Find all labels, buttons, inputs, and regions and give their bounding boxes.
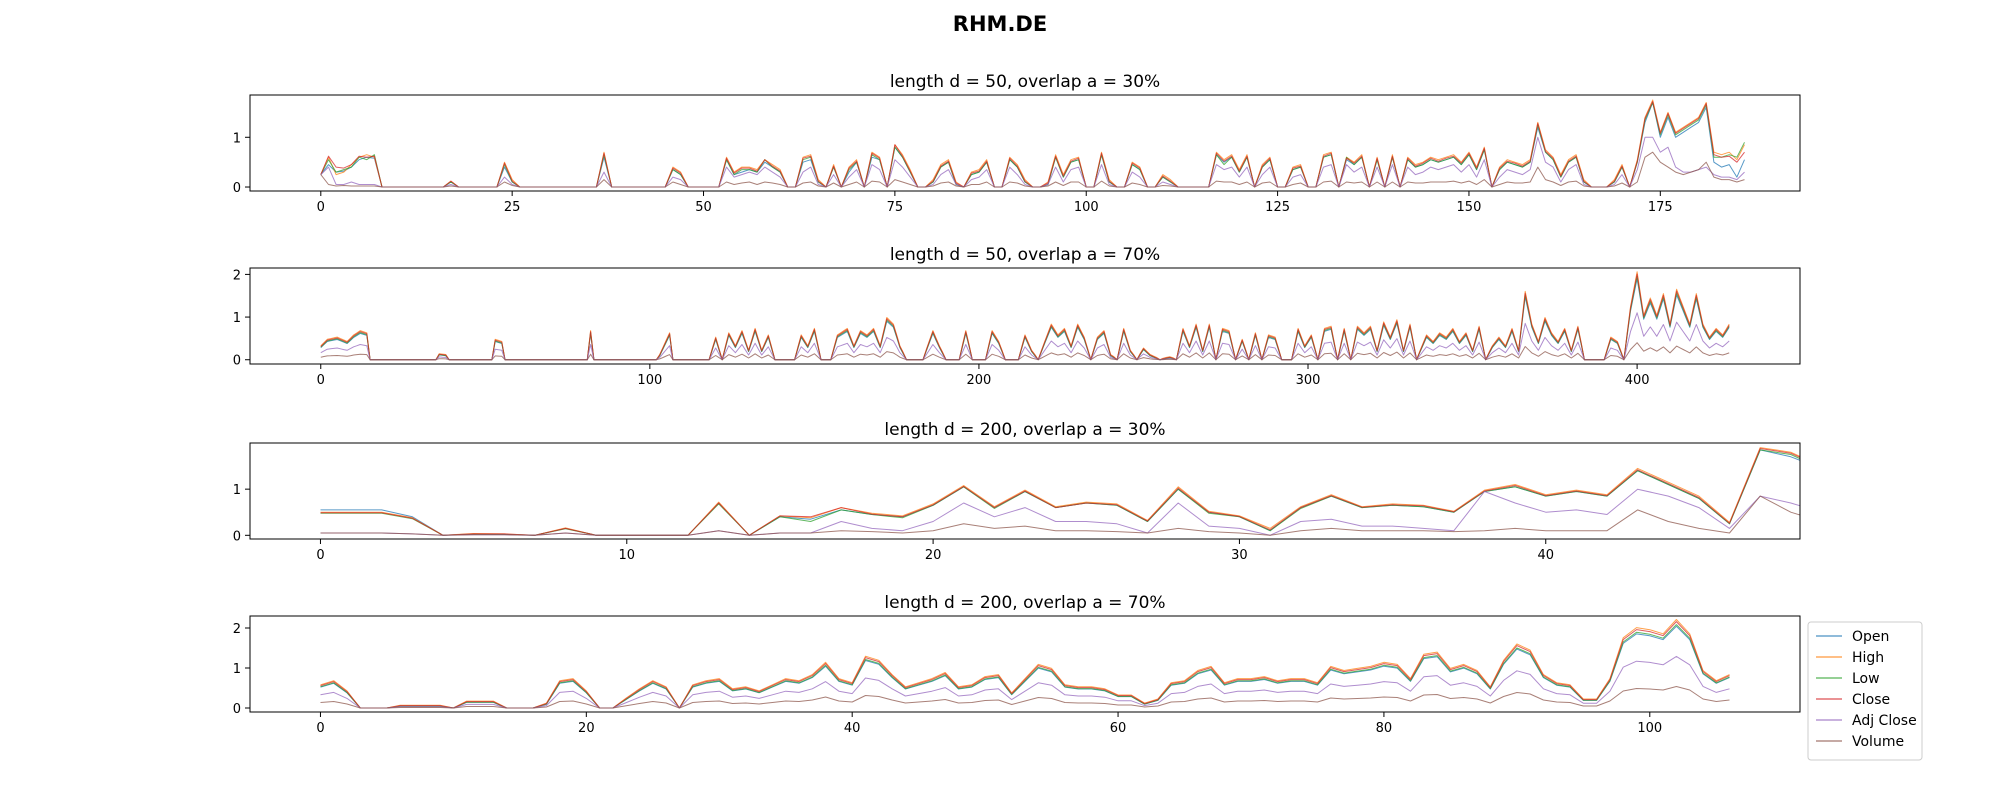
x-tick-label: 200 — [967, 373, 992, 388]
y-tick-label: 0 — [233, 354, 241, 369]
axes-frame — [249, 94, 1801, 192]
legend-label: Close — [1852, 692, 1890, 708]
x-tick-label: 0 — [316, 548, 324, 563]
x-tick-label: 80 — [1376, 721, 1393, 736]
subplot-3: length d = 200, overlap a = 30%0 10 20 30 40… — [233, 420, 1801, 563]
series-line-close — [320, 621, 1730, 709]
x-tick-label: 25 — [504, 200, 521, 215]
series-group — [320, 271, 1730, 361]
legend-label: Volume — [1852, 734, 1904, 750]
y-tick-label: 1 — [233, 483, 241, 498]
x-tick-label: 300 — [1296, 373, 1321, 388]
x-tick-label: 0 — [316, 721, 324, 736]
y-tick-label: 1 — [233, 311, 241, 326]
series-group — [320, 99, 1745, 188]
x-tick-label: 100 — [1074, 200, 1099, 215]
x-tick-label: 100 — [1637, 721, 1662, 736]
series-line-volume — [320, 495, 1800, 536]
series-line-volume — [320, 342, 1730, 361]
x-tick-label: 100 — [637, 373, 662, 388]
x-tick-label: 40 — [1537, 548, 1554, 563]
x-tick-label: 175 — [1648, 200, 1673, 215]
x-tick-label: 50 — [695, 200, 712, 215]
x-tick-label: 400 — [1625, 373, 1650, 388]
x-tick-label: 75 — [887, 200, 904, 215]
subplots: length d = 50, overlap a = 30%0 25 50 75 100… — [233, 72, 1801, 736]
x-tick-label: 0 — [317, 373, 325, 388]
subplot-1: length d = 50, overlap a = 30% 0 25 50 75 100… — [233, 72, 1801, 215]
y-tick-label: 2 — [233, 622, 241, 637]
axes-frame — [249, 615, 1801, 713]
y-tick-label: 0 — [233, 181, 241, 196]
y-tick-label: 1 — [233, 131, 241, 146]
series-line-low — [320, 624, 1730, 709]
x-tick-label: 150 — [1457, 200, 1482, 215]
legend-label: Open — [1852, 629, 1889, 645]
axes-frame — [249, 267, 1801, 365]
legend-label: High — [1852, 650, 1884, 666]
x-tick-label: 20 — [578, 721, 595, 736]
x-tick-label: 30 — [1231, 548, 1248, 563]
y-tick-label: 2 — [233, 268, 241, 283]
y-tick-label: 0 — [233, 529, 241, 544]
series-group — [320, 447, 1800, 536]
subplot-title: length d = 200, overlap a = 70% — [884, 593, 1165, 613]
axes-frame — [249, 442, 1801, 540]
x-tick-label: 60 — [1110, 721, 1127, 736]
legend: Open High Low Close Adj Close Volume — [1807, 621, 1923, 761]
x-tick-label: 0 — [317, 200, 325, 215]
series-line-volume — [320, 151, 1745, 188]
subplot-title: length d = 200, overlap a = 30% — [884, 420, 1165, 440]
x-tick-label: 40 — [844, 721, 861, 736]
series-group — [320, 619, 1730, 709]
figure-title: RHM.DE — [953, 12, 1047, 36]
y-tick-label: 0 — [233, 702, 241, 717]
subplot-title: length d = 50, overlap a = 30% — [890, 72, 1160, 92]
series-line-volume — [320, 686, 1730, 709]
y-tick-label: 1 — [233, 662, 241, 677]
x-tick-label: 20 — [925, 548, 942, 563]
x-tick-label: 10 — [619, 548, 636, 563]
subplot-2: length d = 50, overlap a = 70% 0 100 200 300… — [233, 245, 1801, 388]
subplot-title: length d = 50, overlap a = 70% — [890, 245, 1160, 265]
legend-label: Adj Close — [1852, 713, 1917, 729]
legend-label: Low — [1852, 671, 1880, 687]
x-tick-label: 125 — [1265, 200, 1290, 215]
series-line-adj-close — [320, 655, 1730, 709]
subplot-4: length d = 200, overlap a = 70%0 20 40 60 80… — [233, 593, 1801, 736]
series-line-close — [320, 448, 1800, 536]
